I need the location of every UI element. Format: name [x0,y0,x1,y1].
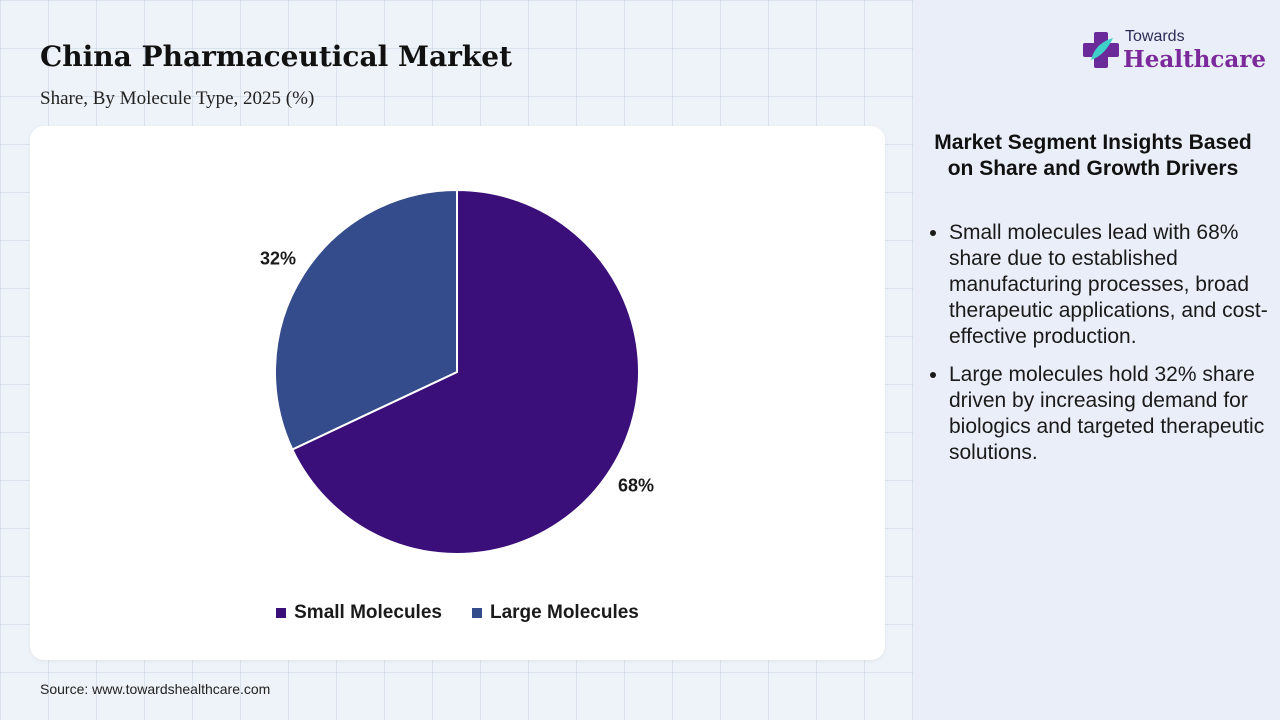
legend-swatch-small-molecules [276,608,287,618]
pie-slice-small-molecules[interactable] [290,188,640,555]
page-subtitle: Share, By Molecule Type, 2025 (%) [40,88,315,109]
data-label-small-molecules: 68% [618,476,654,496]
insight-bullet-large-molecules: Large molecules hold 32% share driven by… [949,362,1279,466]
main-panel: China Pharmaceutical Market Share, By Mo… [30,40,885,697]
chart-card: 68% 32% Small Molecules Large Molecules [30,126,885,660]
logo-text-healthcare: Healthcare [1123,46,1267,73]
legend-label-small-molecules: Small Molecules [294,602,442,623]
chart-legend: Small Molecules Large Molecules [30,602,885,624]
health-cross-icon [1083,32,1119,68]
insights-panel: Towards Healthcare Market Segment Insigh… [913,0,1280,720]
insights-list: Small molecules lead with 68% share due … [923,220,1279,478]
insights-heading: Market Segment Insights Based on Share a… [934,131,1252,180]
legend-item-large-molecules[interactable]: Large Molecules [471,602,639,624]
data-label-large-molecules: 32% [260,248,296,268]
insight-bullet-small-molecules: Small molecules lead with 68% share due … [949,220,1279,350]
legend-label-large-molecules: Large Molecules [489,602,639,623]
logo-text-towards: Towards [1125,28,1185,45]
source-note: Source: www.towardshealthcare.com [40,681,271,697]
pie-chart: 68% 32% [260,188,654,555]
legend-swatch-large-molecules [471,608,482,618]
brand-logo[interactable]: Towards Healthcare [1081,26,1266,80]
page-title: China Pharmaceutical Market [40,40,513,73]
pie-slice-large-molecules[interactable] [274,188,458,451]
legend-item-small-molecules[interactable]: Small Molecules [276,602,442,624]
